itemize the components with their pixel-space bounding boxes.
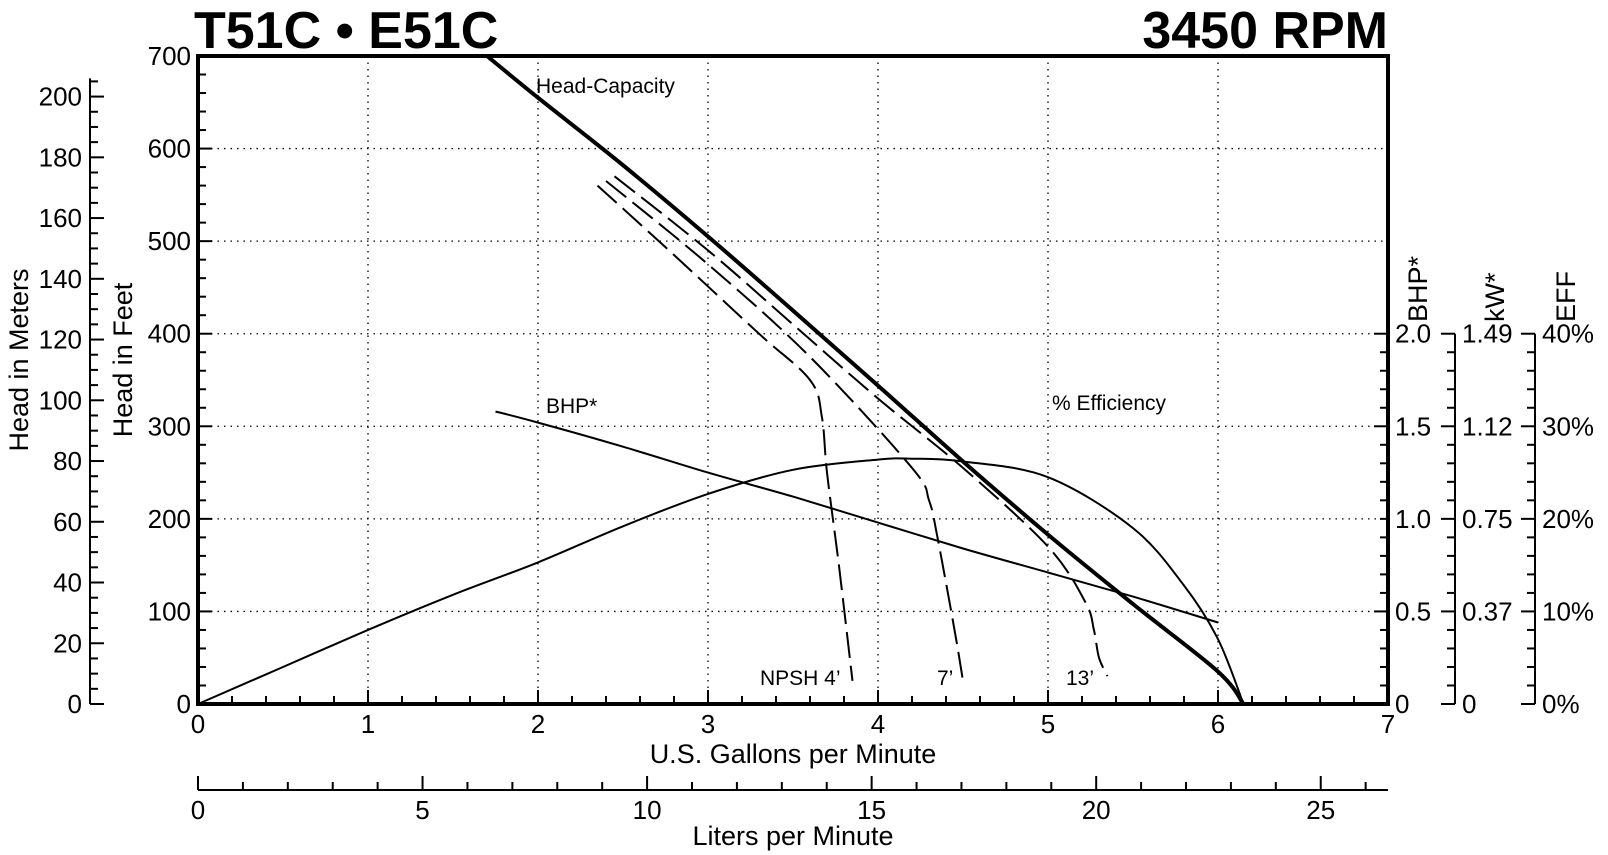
- chart-title-left: T51C • E51C: [194, 2, 498, 60]
- x-axis-title: U.S. Gallons per Minute: [650, 739, 937, 769]
- x2-tick-label: 5: [415, 795, 429, 825]
- eff-axis-title: EFF: [1551, 271, 1581, 322]
- bhp-tick-label: 0.5: [1395, 596, 1431, 626]
- bhp-tick-label: 2.0: [1395, 319, 1431, 349]
- x2-axis-title: Liters per Minute: [692, 821, 893, 851]
- x2-tick-label: 0: [191, 795, 205, 825]
- y-meters-tick-label: 140: [39, 264, 82, 294]
- x2-tick-label: 15: [857, 795, 886, 825]
- bhp-tick-label: 0: [1395, 689, 1409, 719]
- kw-tick-label: 0.37: [1462, 596, 1513, 626]
- label-npsh-4: NPSH 4’: [760, 667, 841, 690]
- y-meters-tick-label: 0: [68, 689, 82, 719]
- y-meters-tick-label: 120: [39, 325, 82, 355]
- eff-tick-label: 0%: [1542, 689, 1580, 719]
- y-tick-label: 100: [148, 596, 191, 626]
- head-capacity-curve: [485, 54, 1246, 706]
- kw-tick-label: 0.75: [1462, 504, 1513, 534]
- kw-tick-label: 1.49: [1462, 319, 1513, 349]
- npsh-13-curve: [613, 175, 1109, 677]
- eff-tick-label: 20%: [1542, 504, 1594, 534]
- y-tick-label: 0: [177, 689, 191, 719]
- y-meters-tick-label: 200: [39, 82, 82, 112]
- eff-tick-label: 10%: [1542, 596, 1594, 626]
- label-head-capacity: Head-Capacity: [536, 75, 675, 98]
- eff-tick-label: 30%: [1542, 411, 1594, 441]
- kw-tick-label: 1.12: [1462, 411, 1513, 441]
- label-npsh-7: 7’: [937, 667, 953, 690]
- kw-axis-title: kW*: [1480, 272, 1510, 322]
- y-tick-label: 600: [148, 134, 191, 164]
- y-meters-tick-label: 60: [53, 507, 82, 537]
- y-meters-tick-label: 100: [39, 385, 82, 415]
- y-meters-tick-label: 80: [53, 446, 82, 476]
- x-tick-label: 4: [871, 709, 885, 739]
- efficiency-curve: [197, 457, 1245, 705]
- y-axis-title-feet: Head in Feet: [108, 282, 138, 437]
- y-tick-label: 700: [148, 41, 191, 71]
- eff-tick-label: 40%: [1542, 319, 1594, 349]
- bhp-tick-label: 1.0: [1395, 504, 1431, 534]
- plot-frame: [196, 54, 1390, 706]
- label-bhp: BHP*: [546, 395, 597, 418]
- chart-title-right: 3450 RPM: [1142, 2, 1388, 60]
- bhp-axis-title: BHP*: [1403, 255, 1433, 322]
- y-tick-label: 300: [148, 411, 191, 441]
- y-tick-label: 400: [148, 319, 191, 349]
- x2-tick-label: 25: [1306, 795, 1335, 825]
- curves: [197, 54, 1246, 706]
- label-efficiency: % Efficiency: [1052, 392, 1166, 415]
- bhp-curve: [495, 410, 1219, 624]
- label-npsh-13: 13’: [1066, 667, 1094, 690]
- x2-tick-label: 20: [1082, 795, 1111, 825]
- y-meters-tick-label: 180: [39, 142, 82, 172]
- y-axis-title-meters: Head in Meters: [4, 268, 34, 451]
- bhp-tick-label: 1.5: [1395, 411, 1431, 441]
- x-tick-label: 6: [1211, 709, 1225, 739]
- x-tick-label: 7: [1381, 709, 1395, 739]
- y-meters-tick-label: 20: [53, 628, 82, 658]
- kw-tick-label: 0: [1462, 689, 1476, 719]
- x-tick-label: 3: [701, 709, 715, 739]
- x-tick-label: 5: [1041, 709, 1055, 739]
- npsh-7-curve: [605, 180, 964, 682]
- y-meters-tick-label: 40: [53, 568, 82, 598]
- grid-lines: [198, 56, 1388, 704]
- y-tick-label: 200: [148, 504, 191, 534]
- y-tick-label: 500: [148, 226, 191, 256]
- x-tick-label: 1: [361, 709, 375, 739]
- x2-tick-label: 10: [633, 795, 662, 825]
- x-tick-label: 2: [531, 709, 545, 739]
- y-meters-tick-label: 160: [39, 203, 82, 233]
- npsh-4-curve: [596, 184, 854, 682]
- x-tick-label: 0: [191, 709, 205, 739]
